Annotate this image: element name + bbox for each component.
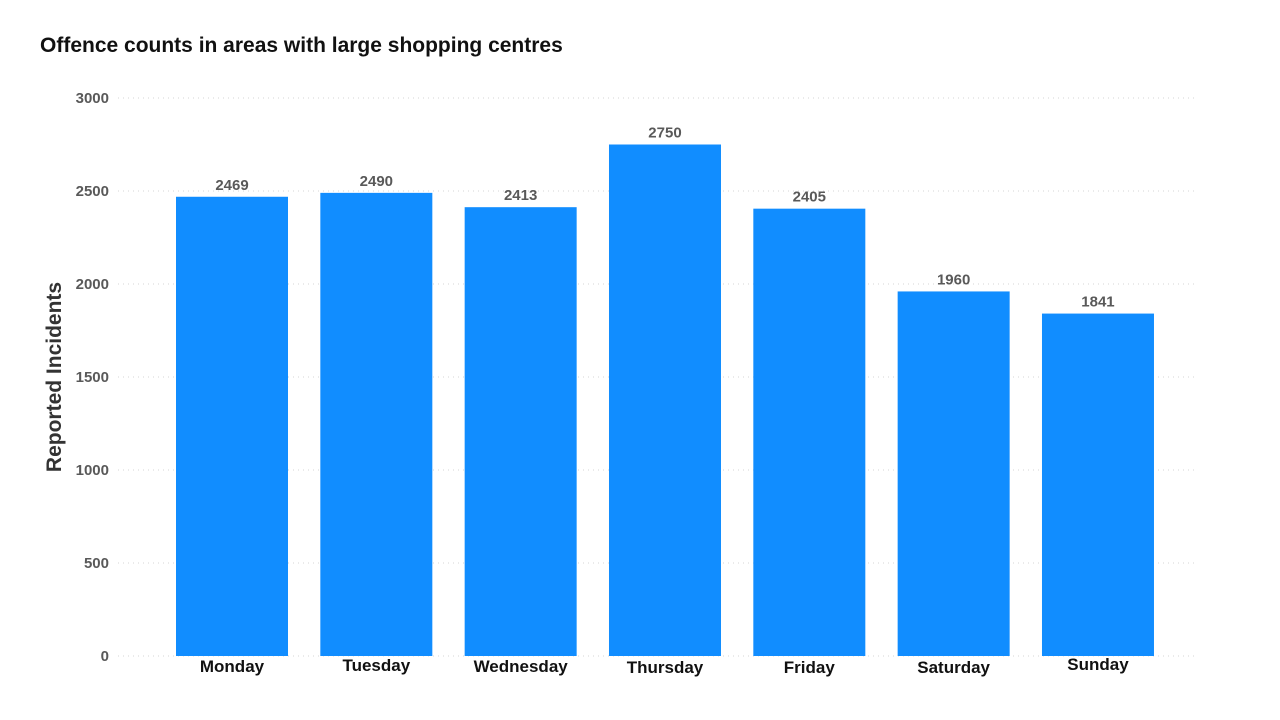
x-category-label: Sunday — [1067, 655, 1129, 674]
data-label: 1841 — [1081, 294, 1114, 311]
y-tick-label: 500 — [84, 555, 109, 572]
y-tick-label: 1500 — [76, 369, 109, 386]
y-axis-ticks: 0 500 1000 1500 2000 2500 3000 — [76, 90, 109, 665]
data-label: 2405 — [793, 189, 826, 206]
data-label: 1960 — [937, 271, 970, 288]
bar-thursday — [608, 144, 721, 656]
bar-tuesday — [320, 192, 433, 657]
bar-sunday — [1041, 313, 1154, 656]
bar-wednesday — [464, 207, 577, 656]
x-category-label: Saturday — [917, 658, 990, 677]
x-axis-categories: Monday Tuesday Wednesday Thursday Friday Satu… — [200, 655, 1129, 677]
y-tick-label: 2500 — [76, 183, 109, 200]
x-category-label: Friday — [784, 658, 836, 677]
data-label: 2490 — [360, 173, 393, 190]
y-tick-label: 2000 — [76, 276, 109, 293]
data-label: 2750 — [648, 125, 681, 142]
y-tick-label: 0 — [101, 648, 109, 665]
x-category-label: Tuesday — [342, 656, 410, 675]
x-category-label: Wednesday — [474, 657, 569, 676]
chart-title: Offence counts in areas with large shopp… — [40, 34, 563, 57]
bar-monday — [176, 196, 288, 657]
x-category-label: Thursday — [627, 658, 704, 677]
bars — [176, 144, 1154, 657]
y-tick-label: 3000 — [76, 90, 109, 107]
bar-friday — [753, 208, 866, 657]
x-category-label: Monday — [200, 657, 265, 676]
data-label: 2413 — [504, 187, 537, 204]
data-label: 2469 — [215, 177, 248, 194]
y-axis-title: Reported Incidents — [43, 282, 66, 472]
y-tick-label: 1000 — [76, 462, 109, 479]
bar-saturday — [897, 291, 1010, 656]
data-labels: 2469 2490 2413 2750 2405 1960 1841 — [215, 125, 1114, 311]
